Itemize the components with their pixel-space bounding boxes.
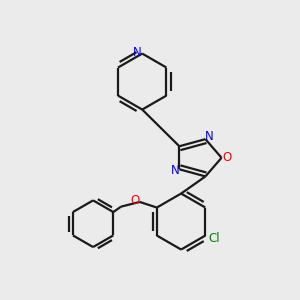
Text: O: O xyxy=(222,151,231,164)
Text: N: N xyxy=(133,46,142,59)
Text: N: N xyxy=(205,130,214,143)
Text: O: O xyxy=(131,194,140,207)
Text: Cl: Cl xyxy=(208,232,220,244)
Text: N: N xyxy=(171,164,180,177)
